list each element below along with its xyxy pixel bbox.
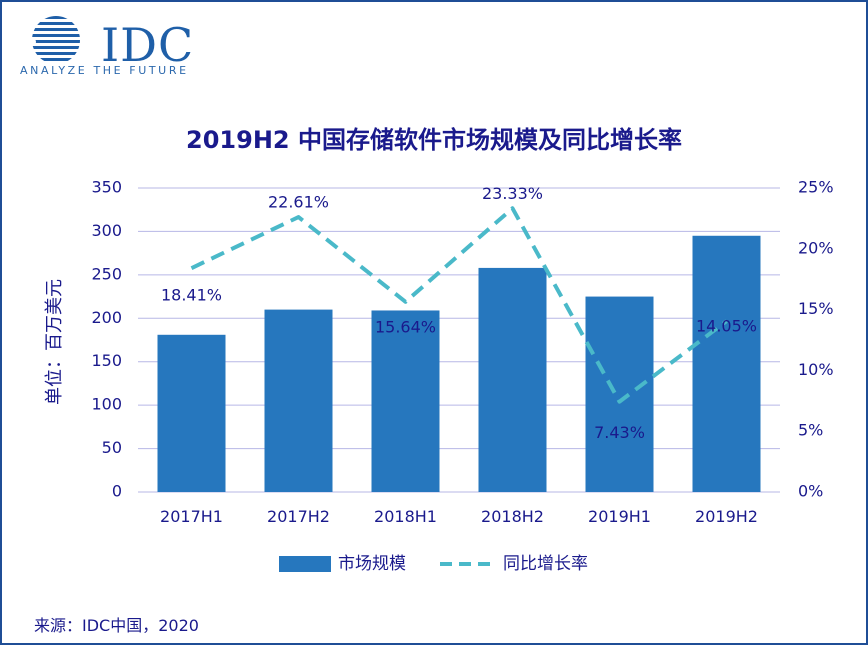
logo-tagline: ANALYZE THE FUTURE bbox=[20, 64, 189, 77]
data-label: 23.33% bbox=[482, 184, 543, 203]
data-label: 18.41% bbox=[161, 286, 222, 305]
x-tick-label: 2017H1 bbox=[160, 507, 223, 526]
logo-wordmark: IDC bbox=[101, 18, 195, 72]
y-tick-label-left: 350 bbox=[91, 178, 122, 197]
y-tick-label-right: 0% bbox=[798, 482, 823, 501]
bar-2019H2 bbox=[692, 235, 761, 492]
y-tick-label-left: 300 bbox=[91, 221, 122, 240]
y-tick-label-left: 0 bbox=[112, 482, 122, 501]
chart-plot: 18.41% 22.61% 15.64% 23.33% 7.43% 14.05% 0 50 1… bbox=[91, 178, 834, 575]
y-tick-label-right: 25% bbox=[798, 178, 834, 197]
data-label: 7.43% bbox=[594, 423, 645, 442]
chart-title: 2019H2 中国存储软件市场规模及同比增长率 bbox=[186, 126, 682, 154]
x-tick-label: 2019H2 bbox=[695, 507, 758, 526]
y-tick-label-left: 150 bbox=[91, 351, 122, 370]
bar-2018H2 bbox=[478, 267, 547, 492]
y-tick-label-right: 10% bbox=[798, 360, 834, 379]
x-tick-label: 2017H2 bbox=[267, 507, 330, 526]
bar-2017H1 bbox=[157, 334, 226, 492]
bar-2019H1 bbox=[585, 296, 654, 492]
y-tick-label-left: 200 bbox=[91, 308, 122, 327]
y-tick-label-left: 250 bbox=[91, 264, 122, 283]
y-tick-label-right: 15% bbox=[798, 299, 834, 318]
y-tick-label-left: 50 bbox=[102, 438, 122, 457]
legend-bar-label: 市场规模 bbox=[338, 554, 406, 574]
idc-logo: IDC ANALYZE THE FUTURE bbox=[18, 12, 218, 82]
x-tick-label: 2019H1 bbox=[588, 507, 651, 526]
data-label: 14.05% bbox=[696, 317, 757, 336]
x-tick-label: 2018H2 bbox=[481, 507, 544, 526]
legend-line-label: 同比增长率 bbox=[503, 554, 588, 574]
y-tick-label-right: 5% bbox=[798, 421, 823, 440]
bar-2017H2 bbox=[264, 309, 333, 492]
y-tick-label-right: 20% bbox=[798, 238, 834, 257]
source-note: 来源：IDC中国，2020 bbox=[34, 616, 199, 635]
y-tick-label-left: 100 bbox=[91, 395, 122, 414]
globe-icon bbox=[28, 16, 80, 61]
data-label: 15.64% bbox=[375, 317, 436, 336]
growth-rate-line bbox=[190, 206, 728, 404]
x-tick-label: 2018H1 bbox=[374, 507, 437, 526]
legend-bar-swatch bbox=[279, 556, 331, 572]
data-label: 22.61% bbox=[268, 193, 329, 212]
bar-2018H1 bbox=[371, 310, 440, 492]
